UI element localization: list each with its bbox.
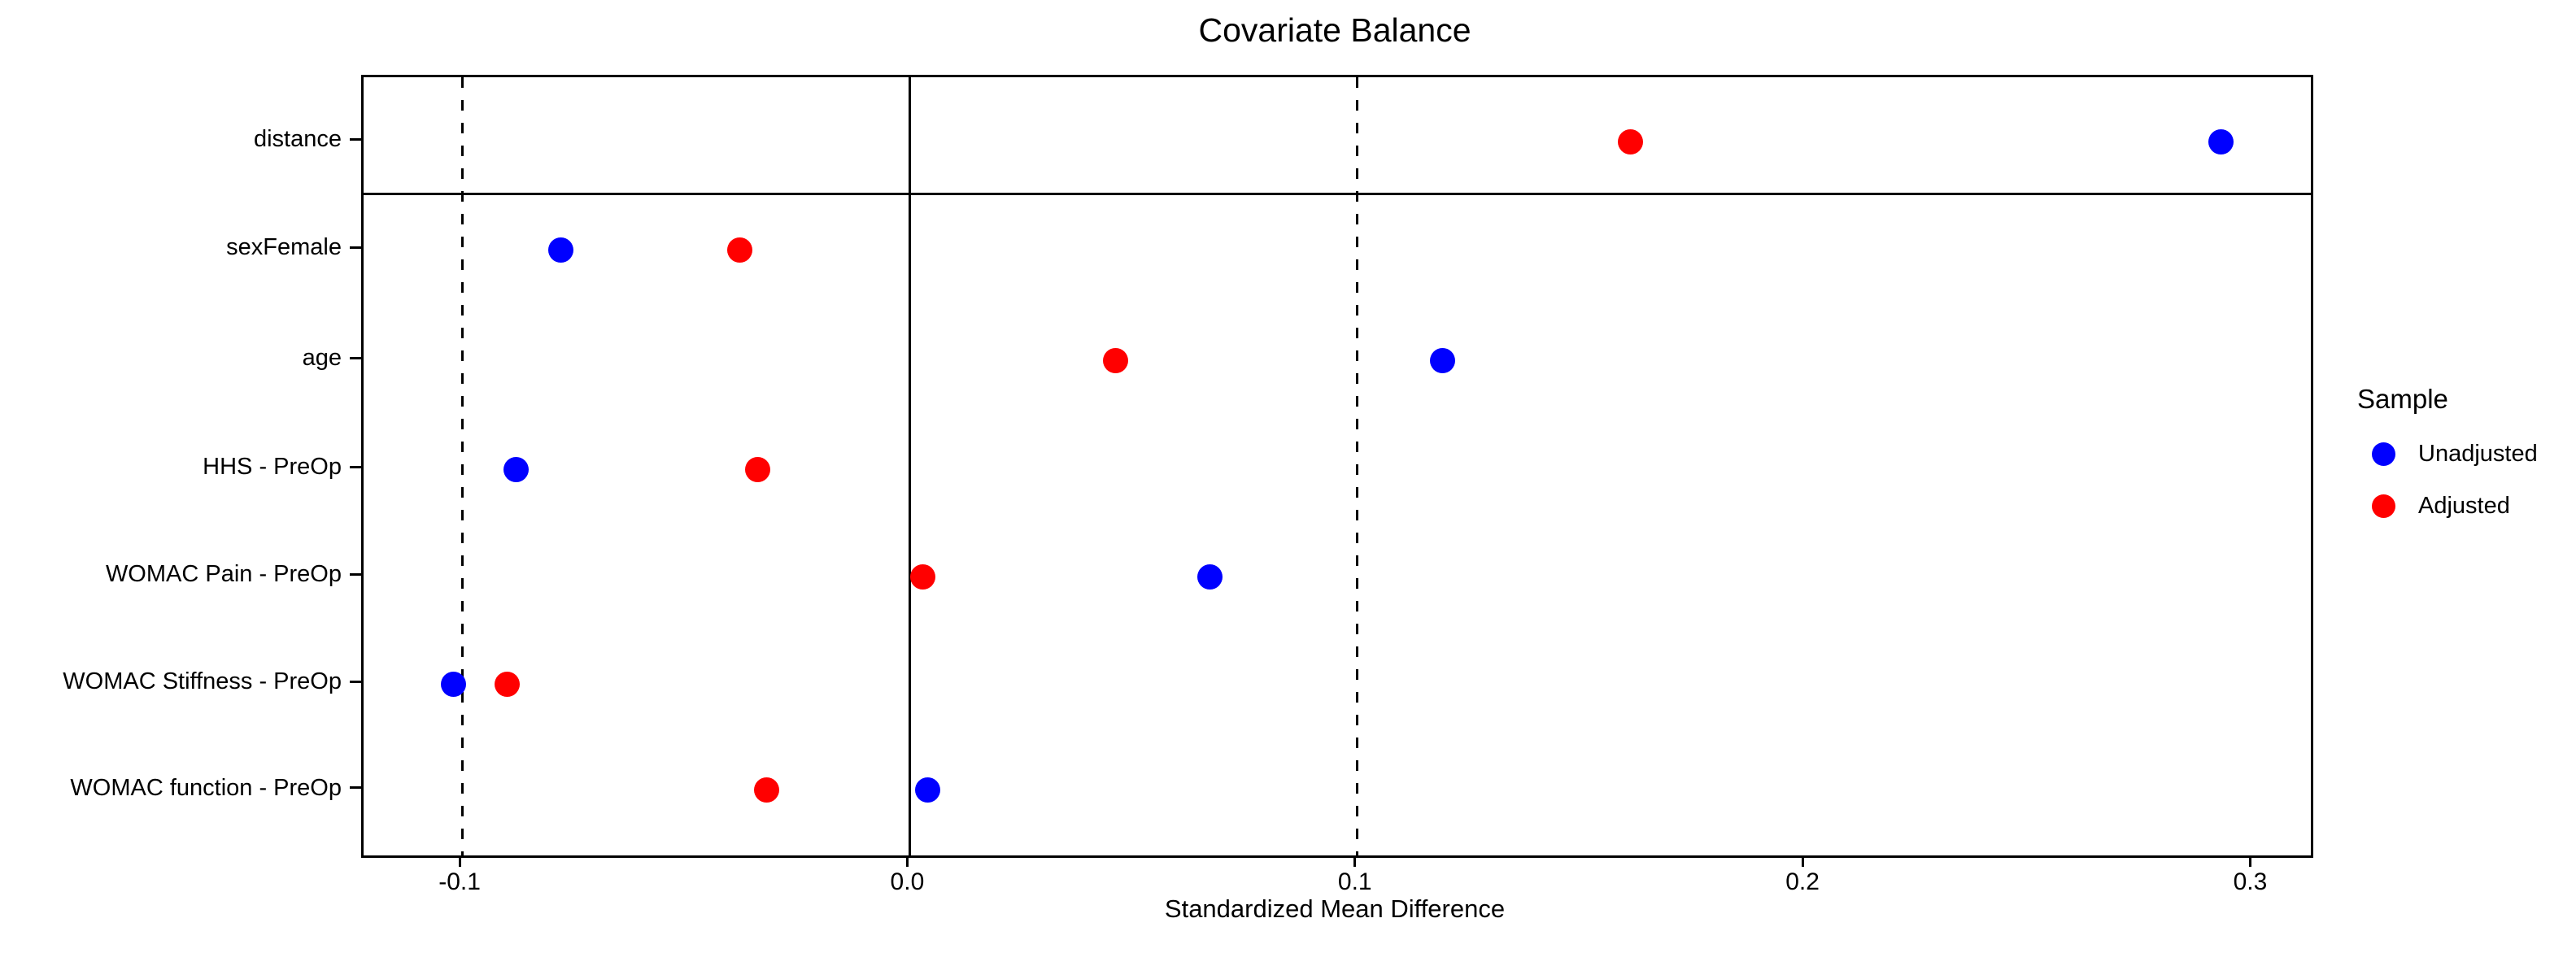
facet-separator-line: [364, 193, 2311, 196]
x-tick-mark: [1353, 855, 1357, 867]
x-tick-mark: [458, 855, 461, 867]
legend-item: Adjusted: [2357, 490, 2538, 522]
dashed-reference-line: [460, 77, 464, 855]
legend-title: Sample: [2357, 384, 2448, 414]
legend-item: Unadjusted: [2357, 437, 2538, 470]
legend-item-label: Unadjusted: [2418, 440, 2538, 467]
legend-item-label: Adjusted: [2418, 492, 2510, 519]
legend: Sample Unadjusted Adjusted: [2357, 384, 2538, 542]
y-tick-mark: [350, 680, 361, 683]
data-point-unadjusted: [914, 777, 940, 803]
x-axis-title: Standardized Mean Difference: [1164, 894, 1506, 923]
plot-panel: [361, 75, 2313, 858]
x-tick-mark: [1801, 855, 1804, 867]
x-tick-label: -0.1: [438, 868, 481, 895]
zero-reference-line: [908, 77, 911, 855]
data-point-unadjusted: [1196, 564, 1223, 590]
x-tick-label: 0.3: [2233, 868, 2268, 895]
y-axis-label: WOMAC Pain - PreOp: [105, 561, 342, 588]
x-tick-label: 0.2: [1785, 868, 1820, 895]
y-tick-mark: [350, 572, 361, 576]
y-tick-mark: [350, 356, 361, 359]
data-point-adjusted: [1103, 347, 1129, 373]
legend-point-icon: [2372, 494, 2395, 518]
legend-point-icon: [2372, 442, 2395, 466]
x-tick-mark: [905, 855, 909, 867]
y-axis-label: distance: [253, 126, 342, 153]
y-axis-label: sexFemale: [226, 234, 342, 261]
data-point-unadjusted: [1429, 347, 1455, 373]
y-axis-label: WOMAC Stiffness - PreOp: [63, 668, 342, 695]
x-tick-label: 0.1: [1337, 868, 1372, 895]
x-tick-label: 0.0: [890, 868, 925, 895]
data-point-adjusted: [494, 671, 520, 697]
chart-title: Covariate Balance: [1198, 11, 1471, 49]
data-point-unadjusted: [503, 456, 529, 482]
dashed-reference-line: [1356, 77, 1359, 855]
y-axis-label: HHS - PreOp: [203, 454, 342, 481]
data-point-unadjusted: [440, 671, 466, 697]
y-tick-mark: [350, 246, 361, 249]
data-point-adjusted: [744, 456, 770, 482]
data-point-adjusted: [910, 564, 936, 590]
data-point-unadjusted: [2208, 128, 2234, 154]
data-point-adjusted: [753, 777, 779, 803]
data-point-adjusted: [1617, 128, 1643, 154]
y-tick-mark: [350, 137, 361, 141]
data-point-unadjusted: [547, 237, 573, 263]
x-tick-mark: [2248, 855, 2251, 867]
y-axis-label: age: [302, 345, 342, 372]
legend-items: Unadjusted Adjusted: [2357, 437, 2538, 522]
y-tick-mark: [350, 465, 361, 468]
y-axis-label: WOMAC function - PreOp: [70, 774, 342, 801]
data-point-adjusted: [726, 237, 752, 263]
y-tick-mark: [350, 786, 361, 790]
